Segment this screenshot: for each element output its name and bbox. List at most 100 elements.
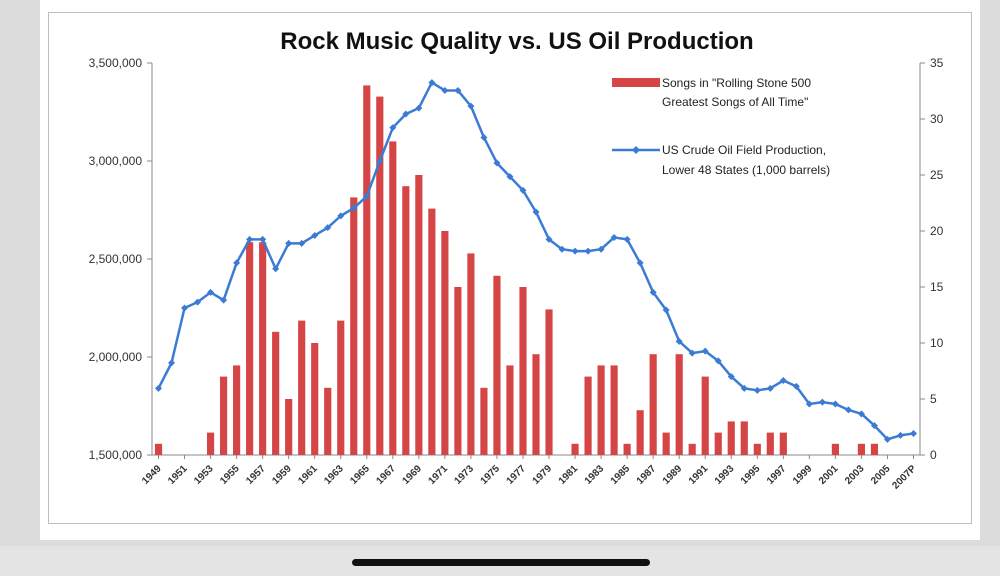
x-tick-label: 1949 xyxy=(140,463,164,487)
line-point xyxy=(220,296,228,304)
line-point xyxy=(259,235,267,243)
line-point xyxy=(441,86,449,94)
bar xyxy=(206,432,215,455)
line-point xyxy=(298,239,306,247)
x-tick-label: 1995 xyxy=(739,463,763,487)
bar xyxy=(272,331,280,455)
line-point xyxy=(857,410,865,418)
bar xyxy=(415,175,423,455)
home-indicator[interactable] xyxy=(352,559,650,566)
chart-axes: 1,500,000 2,000,000 2,500,000 3,000,000 3,50… xyxy=(89,56,944,492)
x-tick-label: 1979 xyxy=(531,463,555,487)
bar xyxy=(753,443,761,455)
line-point xyxy=(324,224,332,232)
bar xyxy=(519,287,527,455)
line-point xyxy=(584,247,592,255)
line-point xyxy=(662,306,670,314)
line-point xyxy=(402,110,410,118)
y-left-tick-label: 1,500,000 xyxy=(89,448,143,462)
line-point xyxy=(246,235,254,243)
bar xyxy=(285,399,293,455)
x-tick-label: 2005 xyxy=(869,463,893,487)
line-point xyxy=(454,86,462,94)
line-point xyxy=(194,298,202,306)
line-point xyxy=(805,400,813,408)
line-point xyxy=(688,349,696,357)
legend-swatch-bars xyxy=(612,78,660,87)
bar xyxy=(298,320,306,455)
legend-label-line-line2: Lower 48 States (1,000 barrels) xyxy=(662,163,830,177)
x-tick-label: 1951 xyxy=(166,463,190,487)
line-point xyxy=(181,304,189,312)
line-point xyxy=(883,435,891,443)
line-point xyxy=(233,259,241,267)
x-tick-label: 1973 xyxy=(453,463,477,487)
bar xyxy=(324,387,332,455)
x-tick-label: 1961 xyxy=(296,463,320,487)
line-point xyxy=(389,124,397,132)
bar xyxy=(766,432,774,455)
bar xyxy=(350,197,358,455)
bar-series xyxy=(154,85,879,456)
x-tick-label: 1989 xyxy=(661,463,685,487)
bar xyxy=(311,343,319,455)
x-tick-label: 2003 xyxy=(843,463,867,487)
line-point xyxy=(623,235,631,243)
line-point xyxy=(207,288,215,296)
bar xyxy=(597,365,605,455)
line-point xyxy=(727,373,735,381)
line-point xyxy=(493,159,501,167)
bar xyxy=(714,432,722,455)
x-tick-label: 1953 xyxy=(192,463,216,487)
bar xyxy=(441,231,449,455)
y-right-tick-label: 30 xyxy=(930,112,944,126)
y-right-tick-label: 35 xyxy=(930,56,944,70)
line-point xyxy=(766,384,774,392)
line-point xyxy=(714,357,722,365)
x-tick-label: 1975 xyxy=(479,463,503,487)
line-point xyxy=(636,259,644,267)
bar xyxy=(454,287,462,455)
x-tick-label: 1987 xyxy=(635,463,659,487)
line-point xyxy=(610,233,618,241)
y-right-tick-label: 0 xyxy=(930,448,937,462)
y-left-tick-label: 3,000,000 xyxy=(89,154,143,168)
legend-marker-line xyxy=(632,146,640,154)
line-point xyxy=(701,347,709,355)
line-point xyxy=(532,208,540,216)
bar xyxy=(428,208,436,455)
x-tick-label: 1957 xyxy=(244,463,268,487)
line-point xyxy=(896,431,904,439)
bar xyxy=(233,365,241,455)
line-point xyxy=(337,212,345,220)
bar xyxy=(701,376,709,455)
bar xyxy=(649,354,657,455)
bar xyxy=(389,141,397,455)
line-point xyxy=(818,398,826,406)
line-point xyxy=(155,384,163,392)
x-tick-label: 1971 xyxy=(426,463,450,487)
bar xyxy=(363,85,371,456)
y-right-tick-label: 15 xyxy=(930,280,944,294)
line-point xyxy=(506,173,514,181)
bar xyxy=(623,443,631,455)
x-tick-label: 1993 xyxy=(713,463,737,487)
x-tick-label: 1991 xyxy=(687,463,711,487)
line-point xyxy=(870,422,878,430)
x-tick-label: 1969 xyxy=(400,463,424,487)
y-left-tick-label: 2,500,000 xyxy=(89,252,143,266)
line-point xyxy=(480,133,488,141)
x-tick-label: 1955 xyxy=(218,463,242,487)
y-right-tick-label: 5 xyxy=(930,392,937,406)
bar xyxy=(220,376,228,455)
line-point xyxy=(363,192,371,200)
bar xyxy=(246,242,254,455)
legend-label-bars-line2: Greatest Songs of All Time" xyxy=(662,95,808,109)
line-point xyxy=(415,104,423,112)
x-tick-label: 1981 xyxy=(557,463,581,487)
line-point xyxy=(675,337,683,345)
bar xyxy=(571,443,579,455)
y-right-tick-label: 25 xyxy=(930,168,944,182)
line-point xyxy=(558,245,566,253)
legend-label-bars-line1: Songs in "Rolling Stone 500 xyxy=(662,76,811,90)
